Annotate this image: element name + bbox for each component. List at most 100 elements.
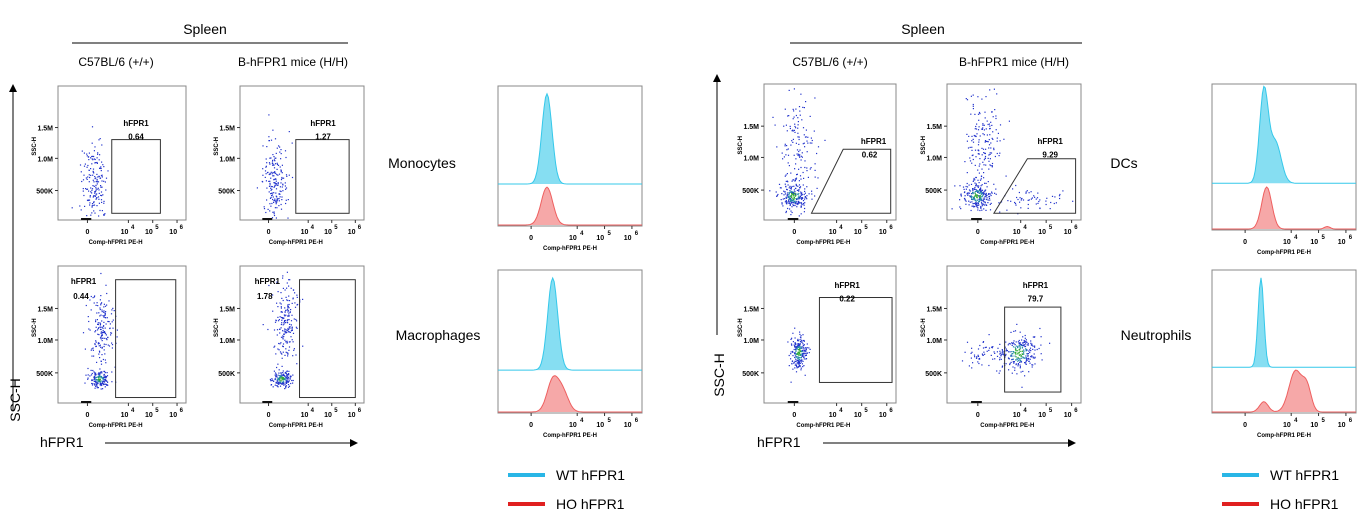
event-dot [96, 161, 98, 164]
x-tick-exponent: 6 [180, 408, 184, 414]
event-dot [789, 197, 791, 199]
event-dot [803, 211, 805, 213]
event-dot [814, 169, 816, 171]
event-dot [793, 185, 795, 187]
event-dot [1011, 343, 1014, 345]
event-dot [270, 185, 272, 188]
event-dot [279, 328, 281, 330]
event-dot [112, 327, 114, 329]
event-dot [985, 182, 987, 184]
event-dot [102, 194, 104, 196]
cell-type-label: Monocytes [388, 155, 456, 171]
event-dot [985, 346, 987, 348]
event-dot [792, 199, 794, 201]
event-dot [99, 382, 101, 384]
x-tick-label: 10 [879, 412, 887, 419]
event-dot [776, 146, 778, 148]
event-dot [294, 306, 297, 308]
event-dot [264, 170, 267, 172]
event-dot [104, 314, 106, 316]
y-axis-title: SSC-H [921, 318, 927, 337]
event-dot [791, 201, 793, 203]
event-dot [776, 195, 778, 197]
event-dot [973, 202, 975, 205]
event-dot [104, 383, 107, 385]
event-dot [283, 333, 285, 335]
event-dot [291, 314, 293, 316]
event-dot [276, 163, 279, 166]
event-dot [268, 185, 271, 187]
event-dot [96, 384, 98, 386]
event-dot [800, 159, 802, 161]
event-dot [793, 110, 795, 112]
event-dot [105, 311, 107, 313]
x-tick-exponent: 6 [889, 225, 893, 231]
event-dot [973, 177, 975, 180]
event-dot [971, 351, 973, 353]
event-dot [286, 282, 288, 284]
event-dot [983, 134, 985, 136]
event-dot [92, 347, 94, 349]
event-dot [89, 195, 91, 197]
plot-frame [946, 83, 1082, 221]
event-dot [814, 97, 816, 99]
event-dot [86, 153, 88, 155]
event-dot [960, 193, 962, 195]
event-dot [269, 163, 271, 165]
event-dot [801, 198, 803, 200]
event-dot [1001, 349, 1003, 351]
event-dot [87, 378, 89, 380]
event-dot [975, 195, 977, 197]
x-tick-label: 10 [624, 235, 632, 242]
event-dot [800, 197, 802, 199]
event-dot [82, 188, 84, 190]
event-dot [798, 357, 800, 359]
event-dot [267, 208, 269, 210]
event-dot [789, 199, 791, 201]
event-dot [290, 382, 292, 385]
event-dot [808, 347, 810, 349]
y-tick-label: 1.5M [219, 126, 235, 133]
event-dot [1014, 353, 1017, 355]
event-dot [265, 166, 267, 168]
event-dot [992, 138, 994, 140]
event-dot [802, 127, 805, 129]
event-dot [986, 204, 988, 206]
event-dot [284, 319, 286, 322]
event-dot [87, 164, 89, 167]
event-dot [807, 142, 809, 144]
event-dot [1015, 350, 1017, 352]
event-dot [969, 157, 971, 159]
event-dot [775, 191, 777, 193]
event-dot [101, 144, 103, 146]
event-dot [983, 124, 985, 126]
event-dot [279, 351, 282, 353]
event-dot [285, 372, 287, 374]
plot-frame [239, 85, 365, 221]
event-dot [999, 359, 1001, 361]
x-tick-label: 10 [1038, 229, 1046, 236]
event-dot [984, 152, 986, 154]
event-dot [100, 304, 102, 306]
event-dot [90, 214, 92, 216]
event-dot [275, 217, 277, 219]
event-dot [286, 287, 288, 289]
event-dot [289, 311, 291, 313]
event-dot [990, 142, 992, 144]
x-tick-label: 0 [792, 412, 796, 419]
event-dot [786, 196, 788, 198]
event-dot [977, 195, 979, 197]
event-dot [798, 352, 801, 354]
event-dot [288, 341, 290, 343]
event-dot [979, 113, 981, 115]
event-dot [1029, 347, 1032, 349]
event-dot [102, 164, 104, 166]
event-dot [1026, 349, 1028, 351]
gate [1004, 306, 1062, 393]
event-dot [278, 349, 280, 351]
event-dot [971, 205, 973, 207]
event-dot [282, 372, 284, 374]
event-dot [991, 192, 993, 194]
